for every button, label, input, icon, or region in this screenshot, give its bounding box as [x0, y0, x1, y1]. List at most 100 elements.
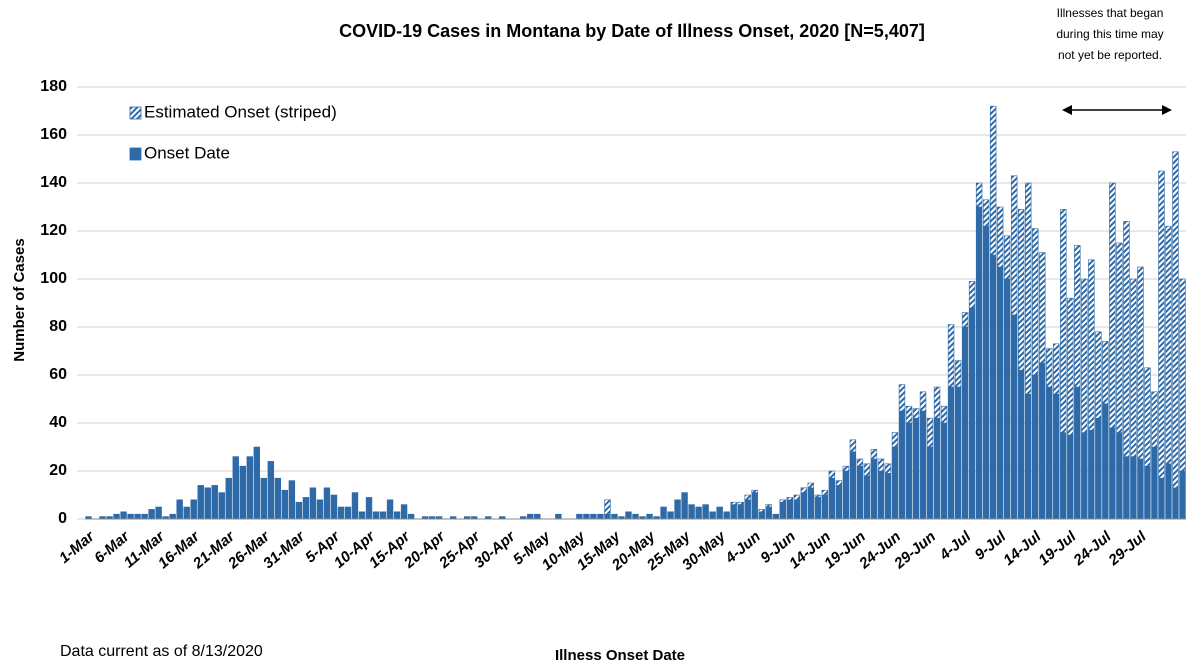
x-tick-label: 24-Jul [1070, 528, 1116, 570]
x-tick-label: 14-Jul [1000, 528, 1045, 569]
bar-segment [155, 506, 162, 520]
bar-segment [1039, 252, 1046, 364]
bar-segment [295, 501, 303, 520]
x-tick-label: 4-Jul [936, 528, 975, 565]
y-tick-label: 20 [49, 462, 67, 479]
bar-segment [975, 182, 983, 208]
bar-segment [372, 511, 380, 520]
bar-segment [1088, 429, 1095, 520]
bar-segment [1144, 465, 1151, 520]
bar-segment [716, 506, 723, 520]
bar-segment [337, 506, 345, 520]
bar-segment [1003, 235, 1011, 280]
bar-segment [751, 489, 758, 493]
bar-segment [1109, 182, 1116, 429]
bar-segment [1046, 348, 1053, 388]
bar-segment [730, 501, 737, 505]
bar-segment [814, 497, 822, 520]
bar-segment [996, 206, 1004, 268]
bar-segment [534, 513, 541, 520]
bar-segment [1017, 369, 1025, 520]
y-tick-label: 60 [49, 366, 67, 383]
bar-segment [344, 506, 352, 520]
bar-segment [1053, 343, 1060, 395]
y-tick-label: 140 [40, 174, 67, 191]
bar-segment [744, 494, 751, 501]
bar-segment [1032, 374, 1039, 520]
bar-segment [260, 477, 268, 520]
y-tick-label: 100 [40, 270, 67, 287]
bar-segment [597, 513, 604, 520]
bar-segment [849, 439, 857, 453]
bar-segment [527, 513, 534, 520]
bar-segment [709, 511, 716, 520]
bar-segment [926, 446, 934, 520]
bar-segment [218, 492, 225, 520]
bar-segment [400, 504, 408, 520]
bar-segment [1165, 463, 1172, 520]
bar-segment [842, 470, 850, 520]
bar-segment [982, 225, 990, 520]
bar-segment [190, 499, 197, 520]
bar-segment [583, 513, 590, 520]
y-tick-label: 40 [49, 414, 67, 431]
legend-swatch [129, 106, 142, 120]
bar-segment [660, 506, 667, 520]
bar-segment [590, 513, 597, 520]
bar-segment [954, 360, 962, 388]
bar-segment [246, 456, 254, 520]
bar-segment [877, 470, 885, 520]
bar-segment [1158, 170, 1165, 479]
bar-segment [933, 386, 941, 419]
bar-segment [604, 513, 611, 520]
bar-segment [730, 504, 737, 520]
x-tick-label: 31-Mar [260, 527, 309, 572]
bar-segment [947, 386, 955, 520]
bar-segment [113, 513, 120, 520]
bar-segment [765, 504, 772, 508]
x-tick-label: 30-Apr [471, 527, 519, 571]
x-tick-label: 4-Jun [721, 528, 763, 567]
bar-segment [632, 513, 639, 520]
bar-segment [323, 487, 331, 520]
bar-segment [1046, 386, 1053, 520]
x-axis-label: Illness Onset Date [555, 647, 685, 664]
bar-segment [267, 461, 275, 520]
legend-label: Estimated Onset (striped) [144, 102, 337, 121]
bar-segment [856, 465, 864, 520]
bar-segment [1137, 266, 1144, 460]
bar-segment [996, 266, 1004, 520]
bar-segment [1116, 242, 1123, 433]
bar-segment [1010, 314, 1018, 520]
bar-segment [351, 492, 359, 520]
annotation: Illnesses that began [1057, 6, 1164, 20]
bar-segment [1032, 228, 1039, 376]
y-tick-label: 0 [58, 510, 67, 527]
bar-segment [309, 487, 317, 520]
bar-segment [1179, 278, 1186, 472]
bar-segment [863, 463, 871, 477]
bar-segment [989, 105, 997, 256]
bar-segment [611, 513, 618, 520]
bar-segment [274, 477, 282, 520]
y-tick-label: 120 [40, 222, 67, 239]
bar-segment [758, 509, 765, 513]
bar-segment [393, 511, 401, 520]
legend-label: Onset Date [144, 143, 230, 162]
bar-segment [1025, 393, 1032, 520]
bar-segment [1123, 221, 1130, 457]
bar-segment [1158, 477, 1165, 520]
bar-segment [744, 499, 751, 520]
bar-segment [176, 499, 183, 520]
bar-segment [1010, 175, 1018, 316]
bar-segment [765, 506, 772, 520]
bar-segment [316, 499, 324, 520]
annotation: during this time may [1056, 27, 1163, 41]
bar-segment [169, 513, 176, 520]
bar-segment [814, 494, 822, 498]
bar-segment [1109, 427, 1116, 520]
bar-segment [828, 477, 836, 520]
bar-segment [1060, 432, 1067, 520]
bar-segment [828, 470, 836, 479]
